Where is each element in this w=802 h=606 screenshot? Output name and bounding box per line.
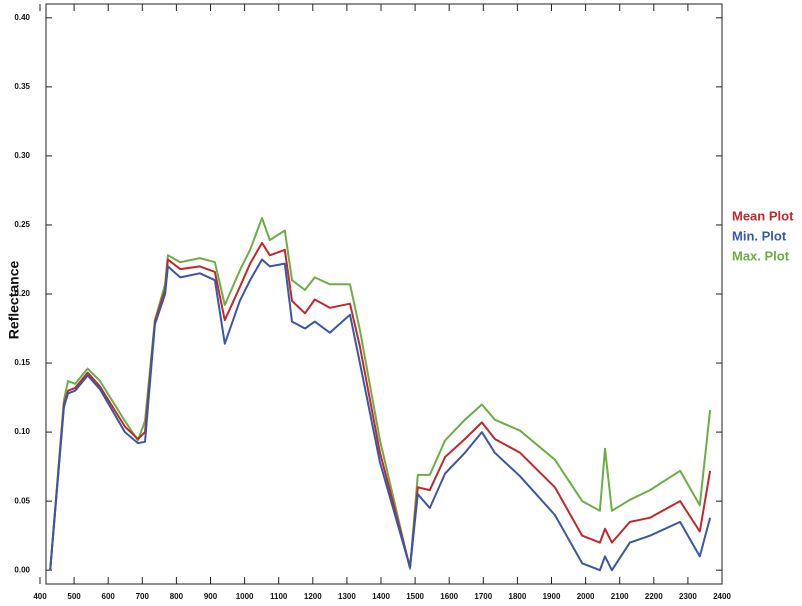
x-tick-label: 500	[67, 592, 81, 601]
x-tick-label: 1600	[440, 592, 458, 601]
x-tick-label: 2000	[577, 592, 595, 601]
x-tick-label: 1900	[543, 592, 561, 601]
x-tick-label: 2200	[645, 592, 663, 601]
x-tick-label: 400	[33, 592, 47, 601]
x-tick-label: 1100	[270, 592, 288, 601]
legend-label: Max. Plot	[732, 248, 790, 263]
y-tick-label: 0.10	[14, 427, 30, 436]
x-tick-label: 2100	[611, 592, 629, 601]
series-line	[49, 217, 712, 571]
legend-label: Mean Plot	[732, 208, 794, 223]
y-tick-label: 0.05	[14, 496, 30, 505]
x-tick-label: 1000	[236, 592, 254, 601]
x-tick-label: 2400	[713, 592, 731, 601]
y-tick-label: 0.35	[14, 82, 30, 91]
y-tick-label: 0.30	[14, 151, 30, 160]
x-tick-label: 1500	[406, 592, 424, 601]
y-tick-label: 0.15	[14, 358, 30, 367]
y-tick-label: 0.25	[14, 220, 30, 229]
x-tick-label: 2300	[679, 592, 697, 601]
y-tick-label: 0.40	[14, 13, 30, 22]
x-tick-label: 800	[170, 592, 184, 601]
x-tick-label: 700	[136, 592, 150, 601]
legend-label: Min. Plot	[732, 228, 787, 243]
x-tick-label: 600	[102, 592, 116, 601]
x-tick-label: 1200	[304, 592, 322, 601]
y-tick-label: 0.00	[14, 565, 30, 574]
x-tick-label: 1800	[509, 592, 527, 601]
series-line	[49, 241, 712, 571]
x-tick-label: 1700	[474, 592, 492, 601]
series-line	[49, 258, 712, 572]
y-tick-label: 0.20	[14, 289, 30, 298]
y-axis-label: Reflectance	[6, 260, 22, 339]
x-tick-label: 1400	[372, 592, 390, 601]
x-tick-label: 1300	[338, 592, 356, 601]
x-tick-label: 900	[204, 592, 218, 601]
plot-frame	[45, 3, 723, 585]
